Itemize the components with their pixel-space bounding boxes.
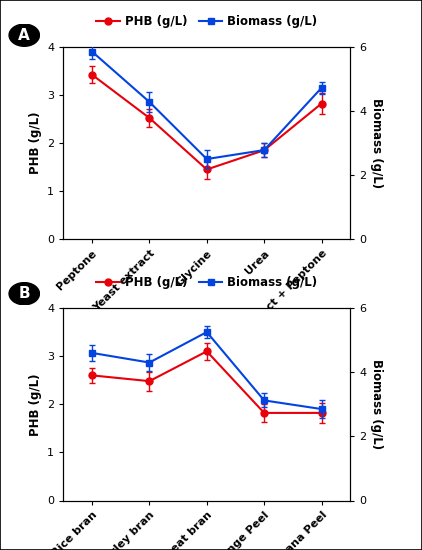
Y-axis label: PHB (g/L): PHB (g/L) — [29, 373, 42, 436]
Circle shape — [9, 283, 40, 305]
Y-axis label: Biomass (g/L): Biomass (g/L) — [370, 98, 383, 188]
Text: A: A — [19, 28, 30, 43]
Y-axis label: Biomass (g/L): Biomass (g/L) — [370, 359, 383, 449]
Legend: PHB (g/L), Biomass (g/L): PHB (g/L), Biomass (g/L) — [92, 272, 322, 294]
Text: B: B — [19, 286, 30, 301]
Circle shape — [9, 24, 40, 46]
Y-axis label: PHB (g/L): PHB (g/L) — [29, 112, 42, 174]
Legend: PHB (g/L), Biomass (g/L): PHB (g/L), Biomass (g/L) — [92, 10, 322, 33]
